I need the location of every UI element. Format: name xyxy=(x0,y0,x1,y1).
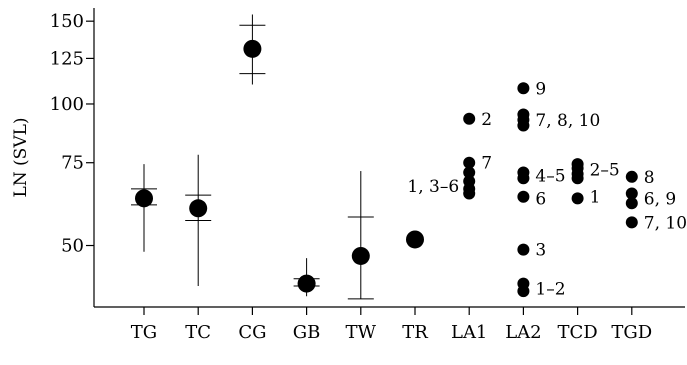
mean-point xyxy=(297,274,316,293)
x-tick-label: LA1 xyxy=(451,322,487,343)
y-axis-label: LN (SVL) xyxy=(11,117,31,197)
x-tick-label: GB xyxy=(293,322,321,343)
data-point-la1 xyxy=(463,156,476,169)
data-label: 1–2 xyxy=(535,280,565,300)
mean-point xyxy=(351,246,370,265)
data-label: 9 xyxy=(535,79,546,99)
x-tick-label: TG xyxy=(131,322,157,343)
data-point-la2 xyxy=(517,243,530,256)
x-tick-label: TCD xyxy=(557,322,597,343)
data-label: 6 xyxy=(535,189,546,209)
x-tick-label: TW xyxy=(346,322,377,343)
summary-marker-tr xyxy=(406,230,424,249)
data-label: 1, 3–6 xyxy=(407,177,459,197)
data-label: 3 xyxy=(535,241,546,261)
data-point-la2 xyxy=(517,119,530,132)
mean-point xyxy=(406,230,424,249)
data-point-tgd xyxy=(625,216,638,229)
y-tick-label: 75 xyxy=(61,153,84,174)
x-tick-label: LA2 xyxy=(505,322,541,343)
data-label: 1 xyxy=(590,188,601,208)
mean-point xyxy=(243,39,262,58)
point-annotations: 2 7 1, 3–6 9 7, 8, 10 4–5 6 3 1–2 2–5 1 86, 9 7, 10 xyxy=(407,79,687,299)
y-axis-ticks: 50 75 100 125 150 xyxy=(50,11,94,257)
data-point-tcd xyxy=(571,192,584,205)
data-label: 6, 9 xyxy=(644,189,676,209)
x-tick-label: TR xyxy=(402,322,428,343)
data-point-la1 xyxy=(463,187,476,200)
x-tick-label: CG xyxy=(238,322,266,343)
summary-marker-tc xyxy=(185,154,212,287)
data-point-tgd xyxy=(625,187,638,200)
summary-marker-cg xyxy=(239,14,266,85)
data-point-la2 xyxy=(517,190,530,203)
mean-point xyxy=(189,199,208,218)
mean-point xyxy=(135,189,153,208)
y-tick-label: 150 xyxy=(50,11,84,32)
data-point-tgd xyxy=(625,197,638,210)
data-label: 2–5 xyxy=(590,161,620,181)
x-tick-label: TGD xyxy=(611,322,652,343)
data-label: 2 xyxy=(481,110,492,130)
summary-marker-tw xyxy=(347,171,374,300)
data-point-la2 xyxy=(517,82,530,95)
data-point-la1 xyxy=(463,112,476,125)
summary-markers xyxy=(131,14,424,300)
y-tick-label: 125 xyxy=(50,48,84,69)
individual-points xyxy=(463,82,638,298)
data-point-la1 xyxy=(463,166,476,179)
data-label: 7 xyxy=(481,154,492,174)
data-point-tgd xyxy=(625,170,638,183)
x-axis-ticks: TG TC CG GB TW TR LA1 LA2 TCD TGD xyxy=(131,307,652,343)
data-label: 7, 10 xyxy=(644,213,687,233)
data-point-la2 xyxy=(517,172,530,185)
data-point-la2 xyxy=(517,285,530,298)
axes xyxy=(93,8,685,308)
summary-marker-tg xyxy=(131,164,157,252)
x-tick-label: TC xyxy=(185,322,211,343)
data-label: 8 xyxy=(644,168,655,188)
y-tick-label: 100 xyxy=(50,94,84,115)
data-label: 7, 8, 10 xyxy=(535,111,600,131)
data-point-tcd xyxy=(571,172,584,185)
y-tick-label: 50 xyxy=(61,236,84,257)
summary-marker-gb xyxy=(293,258,320,297)
data-label: 4–5 xyxy=(535,166,565,186)
